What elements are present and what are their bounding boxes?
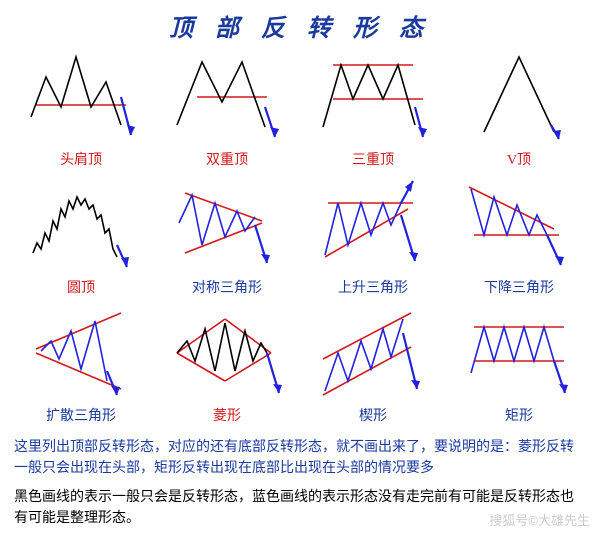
expanding-triangle-chart — [11, 303, 151, 403]
descending-triangle-label: 下降三角形 — [484, 277, 554, 297]
descending-triangle-chart — [449, 175, 589, 275]
pattern-double-top: 双重顶 — [154, 47, 300, 175]
expanding-triangle-label: 扩散三角形 — [46, 405, 116, 425]
pattern-expanding-triangle: 扩散三角形 — [8, 303, 154, 431]
pattern-v-top: V顶 — [446, 47, 592, 175]
v-top-label: V顶 — [507, 149, 531, 169]
diamond-label: 菱形 — [213, 405, 241, 425]
pattern-head-shoulders-top: 头肩顶 — [8, 47, 154, 175]
description-1: 这里列出顶部反转形态，对应的还有底部反转形态，就不画出来了，要说明的是：菱形反转… — [0, 431, 600, 481]
double-top-label: 双重顶 — [206, 149, 248, 169]
double-top-chart — [157, 47, 297, 147]
pattern-ascending-triangle: 上升三角形 — [300, 175, 446, 303]
pattern-rectangle: 矩形 — [446, 303, 592, 431]
triple-top-chart — [303, 47, 443, 147]
pattern-triple-top: 三重顶 — [300, 47, 446, 175]
pattern-round-top: 圆顶 — [8, 175, 154, 303]
head-shoulders-top-label: 头肩顶 — [60, 149, 102, 169]
pattern-symmetrical-triangle: 对称三角形 — [154, 175, 300, 303]
round-top-label: 圆顶 — [67, 277, 95, 297]
head-shoulders-top-chart — [11, 47, 151, 147]
wedge-label: 楔形 — [359, 405, 387, 425]
diamond-chart — [157, 303, 297, 403]
rectangle-chart — [449, 303, 589, 403]
round-top-chart — [11, 175, 151, 275]
pattern-grid: 头肩顶 双重顶 三重顶 V顶 圆 — [0, 47, 600, 431]
watermark: 搜狐号©大雄先生 — [489, 510, 590, 529]
page-title: 顶 部 反 转 形 态 — [0, 0, 600, 47]
ascending-triangle-chart — [303, 175, 443, 275]
pattern-descending-triangle: 下降三角形 — [446, 175, 592, 303]
ascending-triangle-label: 上升三角形 — [338, 277, 408, 297]
rectangle-label: 矩形 — [505, 405, 533, 425]
v-top-chart — [449, 47, 589, 147]
wedge-chart — [303, 303, 443, 403]
symmetrical-triangle-chart — [157, 175, 297, 275]
pattern-wedge: 楔形 — [300, 303, 446, 431]
triple-top-label: 三重顶 — [352, 149, 394, 169]
symmetrical-triangle-label: 对称三角形 — [192, 277, 262, 297]
pattern-diamond: 菱形 — [154, 303, 300, 431]
